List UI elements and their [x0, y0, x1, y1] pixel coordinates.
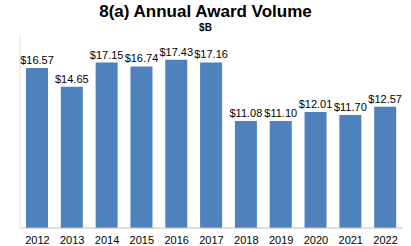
svg-text:$17.16: $17.16 [194, 48, 228, 60]
svg-text:$16.57: $16.57 [20, 54, 54, 66]
svg-text:$17.15: $17.15 [90, 49, 124, 61]
svg-text:$11.08: $11.08 [229, 107, 262, 119]
svg-text:2018: 2018 [234, 234, 258, 246]
svg-text:$11.10: $11.10 [264, 107, 297, 119]
svg-text:2016: 2016 [164, 234, 188, 246]
html-text:8(a) Annual Award Volume: 8(a) Annual Award Volume [99, 2, 312, 21]
svg-text:2017: 2017 [199, 234, 223, 246]
svg-text:2015: 2015 [130, 234, 154, 246]
svg-text:$14.65: $14.65 [55, 73, 89, 85]
svg-text:2019: 2019 [269, 234, 293, 246]
html-text:$B: $B [199, 22, 212, 33]
svg-text:2021: 2021 [339, 234, 363, 246]
svg-text:2020: 2020 [304, 234, 328, 246]
svg-text:$16.74: $16.74 [125, 52, 159, 64]
svg-text:2012: 2012 [25, 234, 49, 246]
svg-text:2013: 2013 [60, 234, 84, 246]
svg-text:$12.01: $12.01 [299, 98, 333, 110]
svg-text:2014: 2014 [95, 234, 119, 246]
svg-text:$17.43: $17.43 [159, 46, 193, 58]
svg-text:$11.70: $11.70 [334, 101, 367, 113]
svg-text:$12.57: $12.57 [368, 93, 402, 105]
svg-text:2022: 2022 [373, 234, 397, 246]
